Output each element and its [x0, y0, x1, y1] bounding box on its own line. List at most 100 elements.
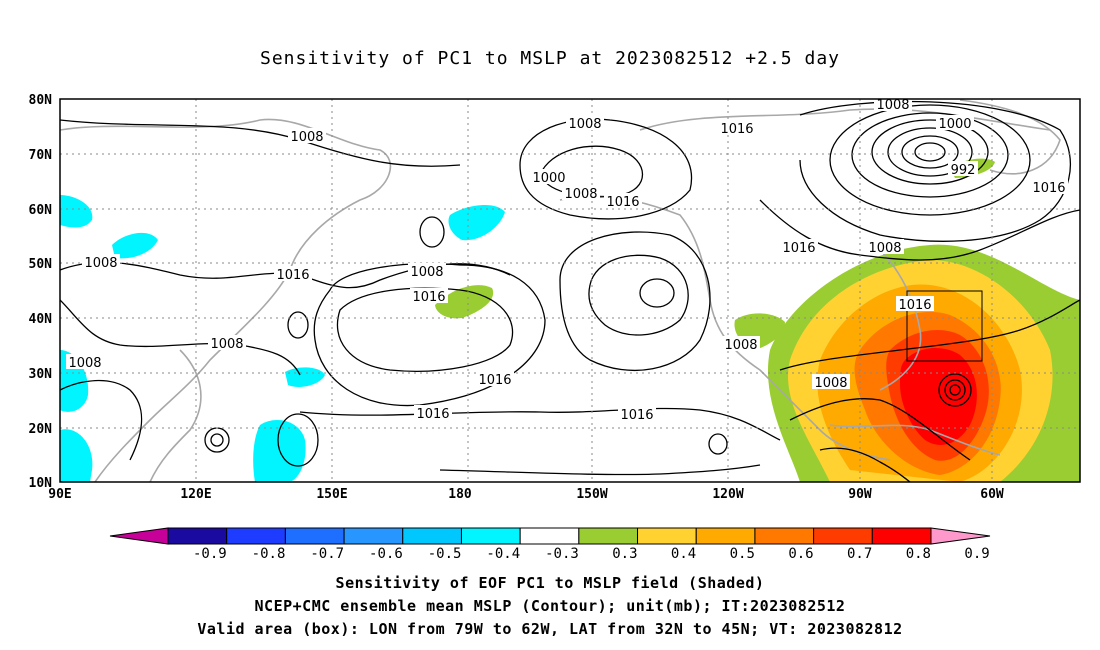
contour-label: 1016: [618, 406, 656, 423]
shade-red-atlantic: [900, 348, 977, 445]
colorbar-cell: [695, 527, 756, 545]
svg-text:1008: 1008: [210, 337, 243, 352]
colorbar-label: 0.6: [788, 546, 813, 562]
svg-text:1016: 1016: [276, 268, 309, 283]
coast-east-us: [879, 249, 922, 391]
contour-low-4: [871, 119, 989, 185]
contour-low-3: [887, 127, 973, 177]
colorbar-cell: [402, 527, 462, 545]
colorbar-label: -0.7: [310, 546, 344, 562]
svg-text:1016: 1016: [1032, 181, 1065, 196]
lon-label: 180: [448, 487, 472, 502]
colorbar-label: -0.3: [545, 546, 579, 562]
chart-title: Sensitivity of PC1 to MSLP at 2023082512…: [259, 48, 840, 69]
latitude-axis: 80N 70N 60N 50N 40N 30N 20N 10N: [29, 93, 53, 491]
contour-low-6: [829, 104, 1031, 216]
colorbar-cell: [813, 527, 873, 545]
contour-q: [60, 379, 143, 461]
contour-label: 1016: [1030, 179, 1068, 196]
colorbar-cell: [460, 527, 521, 545]
colorbar-cell: [578, 527, 639, 545]
contour-label: 1008: [866, 239, 904, 256]
colorbar-end-low: [109, 527, 169, 545]
colorbar-cell: [284, 527, 345, 545]
lat-label: 10N: [29, 476, 53, 491]
svg-text:1016: 1016: [416, 407, 449, 422]
contour-label: 1008: [562, 185, 600, 202]
contour-h: [588, 254, 689, 336]
colorbar-label: -0.8: [252, 546, 286, 562]
svg-text:1008: 1008: [814, 376, 847, 391]
lon-label: 150W: [576, 487, 607, 502]
contour-label: 1000: [530, 169, 568, 186]
contour-label: 1016: [780, 239, 818, 256]
coast-north-america: [559, 195, 891, 461]
svg-text:1008: 1008: [568, 117, 601, 132]
contour-j: [439, 464, 761, 476]
lon-label: 90E: [48, 487, 71, 502]
contour-s: [708, 433, 728, 455]
colorbar-end-high: [930, 527, 991, 545]
contour-o: [819, 447, 911, 482]
colorbar-cell: [343, 527, 404, 545]
valid-area-box: [906, 290, 983, 362]
contour-wp-4: [277, 413, 319, 467]
svg-text:1000: 1000: [532, 171, 565, 186]
contour-label: 1008: [812, 374, 850, 391]
contour-g: [559, 231, 711, 372]
svg-text:1008: 1008: [564, 187, 597, 202]
lat-label: 60N: [29, 203, 53, 218]
caption-valid-area: Valid area (box): LON from 79W to 62W, L…: [197, 620, 903, 638]
lat-label: 20N: [29, 422, 53, 437]
coast-greenland: [959, 99, 1061, 175]
colorbar-label: -0.9: [193, 546, 227, 562]
svg-text:1016: 1016: [620, 408, 653, 423]
contour-label: 1016: [410, 288, 448, 305]
colorbar: -0.9 -0.8 -0.7 -0.6 -0.5 -0.4 -0.3 0.3 0.4 0.5 0.6…: [109, 527, 991, 562]
colorbar-label: -0.5: [428, 546, 462, 562]
svg-text:992: 992: [951, 163, 976, 178]
colorbar-label: 0.9: [964, 546, 989, 562]
contour-hurricane-2: [944, 379, 966, 401]
colorbar-label: 0.4: [671, 546, 696, 562]
contour-label: 1016: [476, 371, 514, 388]
svg-text:1016: 1016: [606, 195, 639, 210]
shade-cyan-5: [60, 429, 93, 482]
colorbar-cell: [637, 527, 697, 545]
svg-text:1016: 1016: [478, 373, 511, 388]
svg-text:1008: 1008: [876, 98, 909, 113]
colorbar-cell: [226, 527, 286, 545]
contour-label: 1008: [288, 128, 326, 145]
contour-label: 1016: [604, 193, 642, 210]
contour-low-1: [914, 142, 946, 162]
colorbar-label: -0.4: [486, 546, 520, 562]
contour-label: 1008: [566, 115, 604, 132]
svg-text:1016: 1016: [898, 298, 931, 313]
contour-label: 1016: [414, 405, 452, 422]
contour-p: [60, 299, 301, 376]
contour-labels: 1008 1008 1016 1008 1000 1008 1016 1008 …: [66, 96, 1068, 423]
contour-label: 1008: [408, 263, 446, 280]
longitude-axis: 90E 120E 150E 180 150W 120W 90W 60W: [48, 487, 1004, 502]
lon-label: 150E: [316, 487, 347, 502]
lat-label: 80N: [29, 93, 53, 108]
colorbar-cell: [167, 527, 228, 545]
map-border: [59, 98, 1081, 483]
contour-n: [789, 398, 971, 461]
svg-text:1008: 1008: [724, 338, 757, 353]
svg-text:1016: 1016: [720, 122, 753, 137]
grid-lines: [60, 99, 1080, 482]
contour-l: [759, 199, 1080, 261]
shade-cyan-1: [60, 195, 93, 228]
contour-label: 1016: [274, 266, 312, 283]
contour-label: 992: [948, 161, 978, 178]
caption-shading: Sensitivity of EOF PC1 to MSLP field (Sh…: [335, 574, 765, 592]
svg-text:1016: 1016: [782, 241, 815, 256]
colorbar-label: 0.3: [612, 546, 637, 562]
contour-low-center: [639, 278, 675, 308]
contour-m: [779, 299, 1080, 371]
contour-label: 1008: [82, 254, 120, 271]
contour-hurricane-3: [938, 373, 972, 407]
coast-arctic: [639, 108, 1051, 131]
contour-label: 1008: [208, 335, 246, 352]
